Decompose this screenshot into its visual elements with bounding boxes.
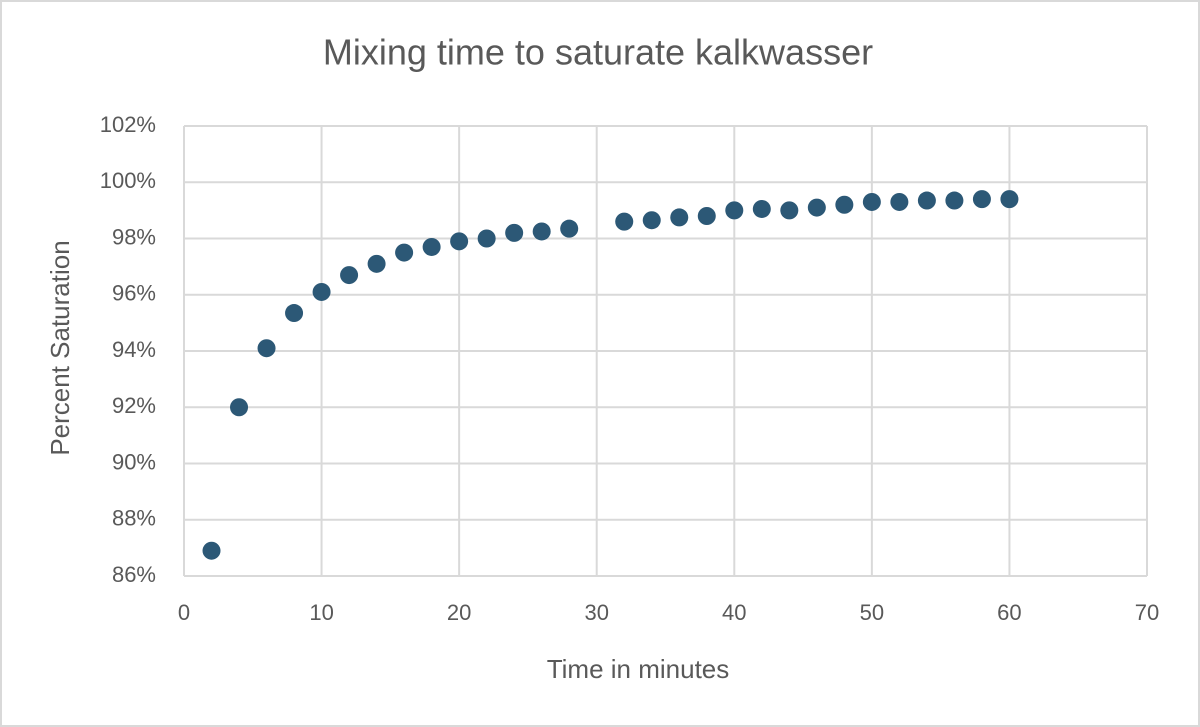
data-point [285,304,304,323]
y-tick-label: 86% [112,562,156,587]
data-point [945,191,964,210]
y-tick-label: 94% [112,337,156,362]
data-point [202,541,221,560]
y-tick-label: 88% [112,506,156,531]
x-tick-label: 60 [997,600,1021,625]
x-tick-label: 20 [447,600,471,625]
data-point [477,229,496,248]
data-point [780,201,799,220]
data-point [505,223,524,242]
data-point [835,195,854,214]
data-point [890,192,909,211]
x-tick-label: 40 [722,600,746,625]
y-tick-label: 98% [112,224,156,249]
y-tick-label: 102% [100,112,156,137]
data-point [230,398,249,417]
data-point [807,198,826,217]
x-tick-label: 10 [309,600,333,625]
data-point [367,254,386,273]
data-point [422,237,441,256]
data-point [1000,190,1019,209]
data-point [725,201,744,220]
data-point [257,339,276,358]
data-point [312,282,331,301]
data-point [752,199,771,218]
data-point [340,266,359,285]
data-point [560,219,579,238]
x-tick-label: 0 [178,600,190,625]
data-point [615,212,634,231]
data-point [972,190,991,209]
data-point [450,232,469,251]
x-tick-label: 50 [860,600,884,625]
data-point [395,243,414,262]
data-point [670,208,689,227]
data-point [862,192,881,211]
data-point [642,211,661,230]
data-point [532,222,551,241]
data-point [697,207,716,225]
chart-title: Mixing time to saturate kalkwasser [323,32,873,73]
y-tick-label: 92% [112,393,156,418]
y-tick-label: 96% [112,281,156,306]
data-point [917,191,936,210]
y-tick-label: 100% [100,168,156,193]
x-axis-title: Time in minutes [547,654,730,684]
y-axis-title: Percent Saturation [45,240,75,455]
x-tick-label: 30 [584,600,608,625]
y-tick-label: 90% [112,449,156,474]
x-tick-label: 70 [1135,600,1159,625]
